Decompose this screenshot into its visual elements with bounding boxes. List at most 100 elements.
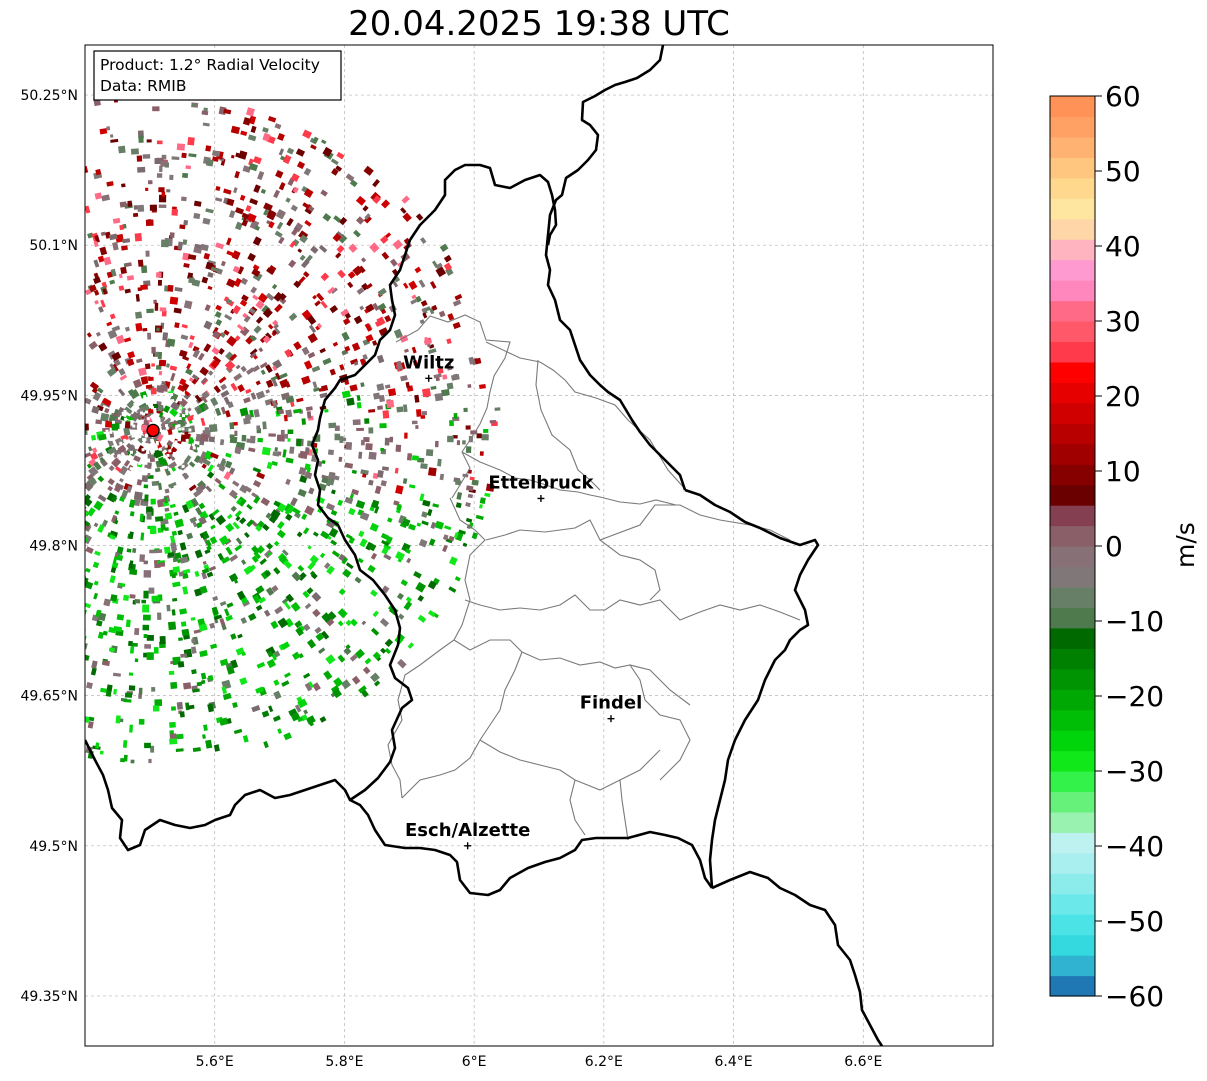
- velocity-gate: [283, 601, 291, 610]
- velocity-gate: [377, 302, 387, 311]
- velocity-gate: [106, 321, 113, 327]
- velocity-gate: [277, 728, 282, 734]
- velocity-gate: [234, 207, 244, 215]
- velocity-gate: [128, 672, 134, 676]
- clutter-gap: [112, 420, 115, 424]
- velocity-gate: [193, 455, 202, 463]
- velocity-gate: [153, 299, 157, 304]
- velocity-gate: [189, 497, 200, 508]
- colorbar-bin: [1050, 402, 1095, 424]
- velocity-gate: [85, 165, 89, 174]
- velocity-gate: [255, 300, 265, 310]
- velocity-gate: [129, 724, 133, 733]
- colorbar-bin: [1050, 627, 1095, 649]
- velocity-gate: [219, 439, 225, 446]
- velocity-gate: [174, 518, 184, 528]
- velocity-gate: [240, 617, 248, 625]
- velocity-gate: [372, 610, 379, 618]
- velocity-gate: [233, 372, 243, 382]
- velocity-gate: [404, 348, 409, 353]
- colorbar-bin: [1050, 382, 1095, 404]
- velocity-gate: [132, 547, 137, 554]
- velocity-gate: [424, 306, 431, 312]
- velocity-gate: [400, 579, 409, 587]
- velocity-gate: [87, 232, 94, 239]
- velocity-gate: [118, 145, 126, 154]
- velocity-gate: [351, 488, 360, 496]
- velocity-gate: [291, 651, 301, 661]
- velocity-gate: [273, 567, 281, 575]
- velocity-gate: [257, 171, 265, 181]
- velocity-gate: [484, 492, 491, 498]
- velocity-gate: [123, 754, 128, 762]
- velocity-gate: [209, 536, 218, 545]
- velocity-gate: [179, 711, 185, 718]
- velocity-gate: [141, 418, 149, 427]
- velocity-gate: [224, 314, 233, 321]
- velocity-gate: [94, 234, 100, 243]
- velocity-gate: [106, 271, 113, 278]
- velocity-gate: [133, 455, 141, 463]
- clutter-gap: [178, 427, 182, 431]
- velocity-gate: [191, 373, 199, 381]
- map-title: 20.04.2025 19:38 UTC: [348, 4, 730, 44]
- velocity-gate: [345, 441, 353, 450]
- velocity-gate: [149, 457, 155, 462]
- velocity-gate: [297, 565, 305, 572]
- velocity-gate: [98, 433, 107, 441]
- velocity-gate: [171, 609, 176, 616]
- velocity-gate: [382, 410, 390, 419]
- velocity-gate: [201, 395, 208, 404]
- velocity-gate: [322, 146, 333, 158]
- velocity-gate: [210, 643, 218, 650]
- velocity-gate: [272, 715, 281, 722]
- velocity-gate: [172, 597, 178, 602]
- velocity-colorbar: 60 50 40 30 20 10 0 −10 −20 −30 −40 −50 −60: [1049, 80, 1164, 1013]
- velocity-gate: [141, 424, 147, 431]
- velocity-gate: [314, 300, 321, 307]
- velocity-gate: [316, 292, 325, 302]
- velocity-gate: [182, 239, 188, 246]
- velocity-gate: [211, 346, 220, 355]
- velocity-gate: [247, 213, 257, 223]
- clutter-gap: [192, 446, 196, 450]
- velocity-gate: [401, 195, 410, 204]
- velocity-gate: [248, 162, 259, 172]
- velocity-gate: [179, 378, 187, 386]
- velocity-gate: [173, 438, 183, 445]
- velocity-gate: [219, 618, 226, 626]
- velocity-gate: [196, 681, 203, 687]
- velocity-gate: [346, 397, 355, 406]
- velocity-gate: [360, 469, 369, 476]
- velocity-gate: [240, 277, 249, 286]
- velocity-gate: [207, 370, 214, 376]
- velocity-gate: [274, 606, 284, 615]
- velocity-gate: [296, 161, 306, 170]
- velocity-gate: [205, 739, 213, 749]
- clutter-gap: [160, 394, 163, 398]
- velocity-gate: [179, 224, 186, 230]
- velocity-gate: [93, 461, 102, 471]
- velocity-gate: [149, 204, 157, 211]
- colorbar-bin: [1050, 893, 1095, 915]
- clutter-gap: [172, 452, 176, 455]
- clutter-gap: [190, 405, 194, 409]
- velocity-gate: [249, 435, 256, 444]
- velocity-gate: [230, 154, 235, 159]
- velocity-gate: [154, 158, 162, 164]
- colorbar-tick-label: 60: [1105, 80, 1141, 113]
- velocity-gate: [384, 647, 392, 655]
- velocity-gate: [143, 633, 148, 639]
- velocity-gate: [213, 744, 220, 752]
- velocity-gate: [319, 392, 328, 399]
- velocity-gate: [336, 151, 345, 160]
- velocity-gate: [309, 554, 319, 565]
- velocity-gate: [204, 450, 213, 460]
- velocity-gate: [438, 310, 446, 318]
- velocity-gate: [348, 507, 356, 516]
- velocity-gate: [370, 552, 378, 560]
- velocity-gate: [297, 716, 304, 723]
- velocity-gate: [95, 742, 100, 749]
- velocity-gate: [239, 677, 248, 686]
- velocity-gate: [122, 740, 128, 748]
